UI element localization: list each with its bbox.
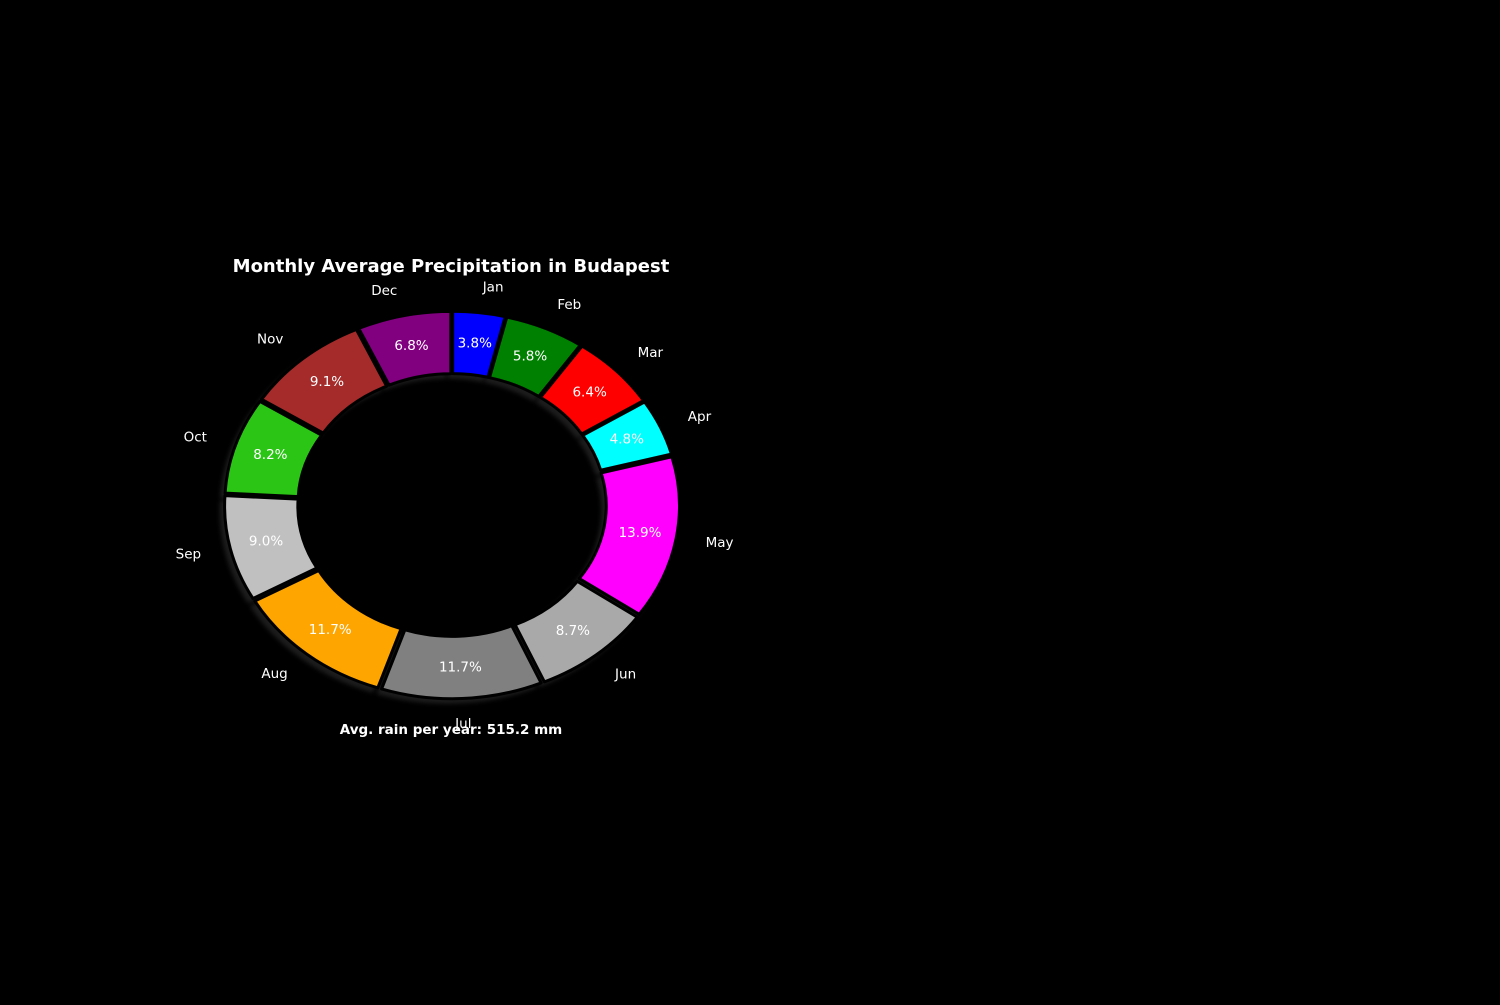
slice-feb (487, 315, 582, 398)
percent-label-may: 13.9% (619, 525, 662, 541)
slice-aug (253, 569, 403, 690)
chart-caption: Avg. rain per year: 515.2 mm (340, 722, 563, 738)
percent-label-nov: 9.1% (310, 374, 344, 390)
percent-label-aug: 11.7% (309, 622, 352, 638)
labels: 3.8% Jan 5.8% Feb 6.4% Mar 4.8% Apr 13.9% May 8.7%… (176, 279, 734, 732)
category-label-mar: Mar (638, 345, 664, 361)
slice-sep (223, 494, 319, 600)
category-label-dec: Dec (371, 283, 397, 299)
slice-jan (451, 309, 507, 379)
percent-label-jan: 3.8% (458, 336, 492, 352)
slice-jul (380, 624, 543, 701)
percent-label-feb: 5.8% (513, 349, 547, 365)
category-label-jan: Jan (482, 279, 504, 295)
percent-label-dec: 6.8% (394, 338, 428, 354)
percent-label-oct: 8.2% (253, 447, 287, 463)
category-label-apr: Apr (688, 409, 712, 425)
slice-nov (260, 327, 389, 435)
category-label-feb: Feb (557, 297, 581, 313)
slice-jun (513, 579, 639, 684)
category-label-nov: Nov (257, 331, 283, 347)
category-label-aug: Aug (261, 666, 287, 682)
slice-oct (223, 399, 324, 499)
percent-label-jul: 11.7% (439, 659, 482, 675)
category-label-jun: Jun (614, 667, 636, 683)
category-label-may: May (706, 535, 734, 551)
slice-dec (357, 309, 453, 387)
chart-title: Monthly Average Precipitation in Budapes… (233, 256, 670, 277)
percent-label-mar: 6.4% (572, 384, 606, 400)
percent-label-apr: 4.8% (610, 432, 644, 448)
slice-apr (581, 400, 673, 472)
category-label-jul: Jul (454, 716, 471, 732)
percent-label-jun: 8.7% (556, 623, 590, 639)
category-label-sep: Sep (176, 547, 201, 563)
category-label-oct: Oct (184, 430, 207, 446)
slices (223, 309, 681, 701)
slice-may (577, 455, 681, 616)
percent-label-sep: 9.0% (249, 534, 283, 550)
slice-mar (538, 344, 646, 436)
